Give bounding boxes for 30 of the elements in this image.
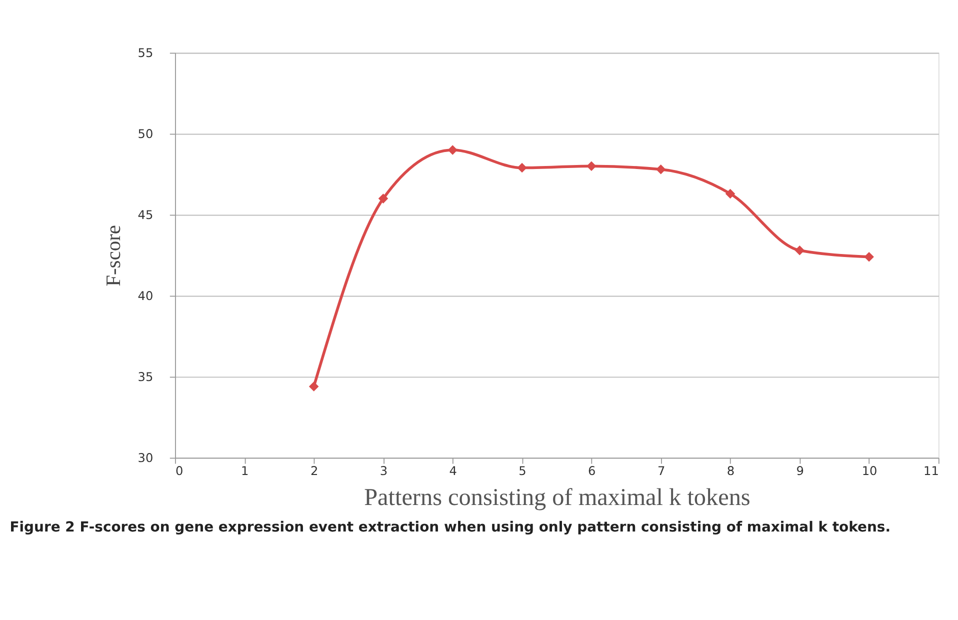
y-tick-label: 35 <box>138 370 154 384</box>
x-tick-label: 11 <box>924 464 939 478</box>
point <box>517 162 527 173</box>
point <box>448 145 458 155</box>
x-tick-label: 8 <box>726 464 735 478</box>
caption: Figure 2 F-scores on gene expression event extraction when using only pattern consisting of maximal k tokens. <box>10 519 891 536</box>
point <box>864 252 874 262</box>
x-tick-label: 4 <box>449 464 458 478</box>
y-tick-label: 45 <box>138 208 154 222</box>
y-axis-title: F-score <box>103 225 126 286</box>
point <box>725 188 736 199</box>
x-tick-label: 6 <box>588 464 596 478</box>
x-tick-label: 10 <box>862 464 878 478</box>
point <box>656 164 666 174</box>
point <box>308 382 319 392</box>
x-tick-label: 7 <box>657 464 666 478</box>
point <box>378 194 388 204</box>
x-tick-label: 3 <box>380 464 388 478</box>
y-tick-label: 30 <box>138 450 154 465</box>
x-tick-label: 2 <box>310 464 318 478</box>
y-tick-label: 50 <box>138 126 154 141</box>
x-tick-label: 0 <box>175 464 184 478</box>
point <box>586 161 596 172</box>
x-tick-label: 1 <box>241 464 249 478</box>
x-tick-label: 9 <box>796 464 804 478</box>
y-tick-label: 40 <box>138 288 154 303</box>
x-tick-label: 5 <box>518 464 526 478</box>
x-axis-title: Patterns consisting of maximal k tokens <box>364 484 750 511</box>
y-tick-label: 55 <box>138 46 154 60</box>
point <box>794 246 805 256</box>
